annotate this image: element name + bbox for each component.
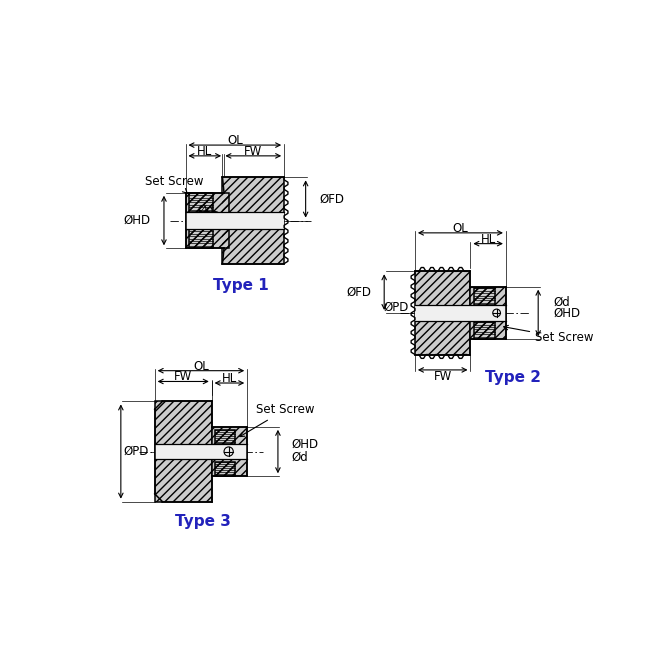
Text: HL: HL xyxy=(480,232,496,245)
Text: ØFD: ØFD xyxy=(347,285,372,299)
Bar xyxy=(189,193,213,212)
Bar xyxy=(212,427,247,476)
Bar xyxy=(189,229,213,249)
Text: Ød: Ød xyxy=(292,451,308,464)
Bar xyxy=(186,193,228,249)
Bar xyxy=(155,444,247,459)
Text: ØPD: ØPD xyxy=(383,300,409,314)
Bar xyxy=(415,306,506,321)
Text: ØFD: ØFD xyxy=(320,192,344,206)
Bar xyxy=(415,271,470,354)
Text: Set Screw: Set Screw xyxy=(240,403,315,437)
Bar xyxy=(470,287,506,339)
Text: OL: OL xyxy=(452,222,468,234)
Bar xyxy=(474,288,495,306)
Text: ØHD: ØHD xyxy=(553,306,581,320)
Bar xyxy=(186,193,228,249)
Bar xyxy=(212,427,247,476)
Text: HL: HL xyxy=(222,372,237,385)
Bar xyxy=(189,229,213,249)
Bar xyxy=(215,430,234,444)
Bar xyxy=(474,288,495,306)
Bar xyxy=(155,401,212,502)
Text: ØPD: ØPD xyxy=(123,445,149,458)
Text: Type 2: Type 2 xyxy=(485,370,541,385)
Bar xyxy=(222,178,284,264)
Text: Ød: Ød xyxy=(553,295,570,309)
Text: Set Screw: Set Screw xyxy=(504,326,594,344)
Text: OL: OL xyxy=(227,134,243,147)
Bar xyxy=(155,401,212,502)
Text: Type 3: Type 3 xyxy=(174,514,230,529)
Text: ØHD: ØHD xyxy=(292,438,319,450)
Text: Type 1: Type 1 xyxy=(213,278,269,293)
Bar xyxy=(222,178,284,264)
Bar xyxy=(186,212,284,229)
Text: HL: HL xyxy=(197,145,212,157)
Bar xyxy=(474,322,495,339)
Text: FW: FW xyxy=(244,145,263,157)
Text: OL: OL xyxy=(193,360,209,373)
Bar xyxy=(189,193,213,212)
Bar xyxy=(415,271,470,354)
Text: ØPD: ØPD xyxy=(196,210,221,222)
Text: Set Screw: Set Screw xyxy=(145,175,204,193)
Text: Ød: Ød xyxy=(198,203,214,216)
Bar xyxy=(215,430,234,444)
Bar xyxy=(215,462,234,476)
Bar xyxy=(215,462,234,476)
Text: FW: FW xyxy=(433,370,452,383)
Text: FW: FW xyxy=(174,371,192,383)
Bar xyxy=(474,322,495,339)
Text: ØHD: ØHD xyxy=(123,214,150,227)
Bar xyxy=(470,287,506,339)
